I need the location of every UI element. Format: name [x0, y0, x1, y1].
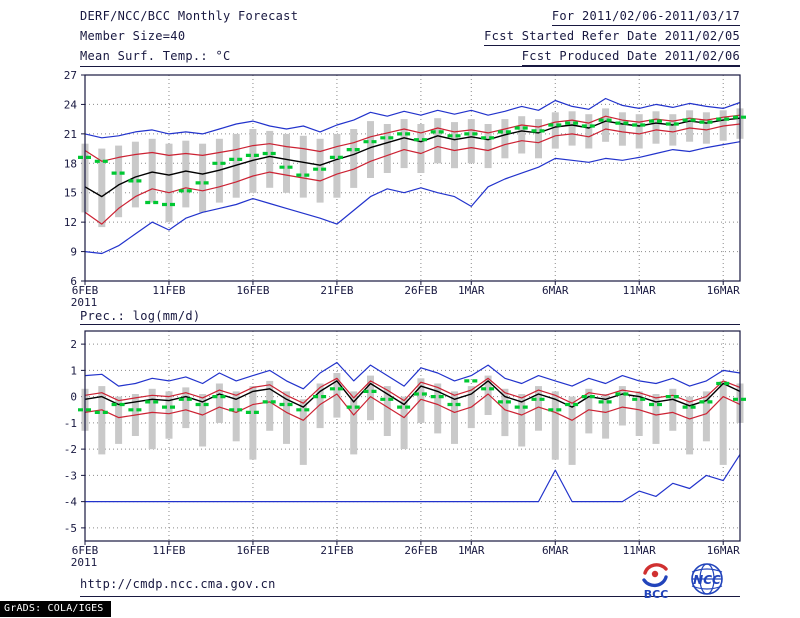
svg-text:21FEB: 21FEB [320, 544, 353, 557]
bcc-logo-core [651, 570, 659, 578]
svg-text:11MAR: 11MAR [623, 544, 656, 557]
fcst-started-label: Fcst Started Refer Date 2011/02/05 [484, 29, 740, 46]
header-divider [80, 66, 740, 67]
svg-text:21FEB: 21FEB [320, 284, 353, 297]
svg-text:6FEB: 6FEB [72, 544, 99, 557]
svg-text:16MAR: 16MAR [707, 284, 740, 297]
svg-text:-1: -1 [64, 417, 77, 430]
svg-text:11MAR: 11MAR [623, 284, 656, 297]
svg-text:11FEB: 11FEB [152, 544, 185, 557]
svg-text:9: 9 [70, 246, 77, 259]
bcc-logo: BCC [642, 563, 669, 601]
svg-text:2011: 2011 [71, 556, 98, 569]
footer-divider [80, 596, 740, 597]
svg-text:16FEB: 16FEB [236, 544, 269, 557]
svg-text:11FEB: 11FEB [152, 284, 185, 297]
page-title: DERF/NCC/BCC Monthly Forecast [80, 9, 299, 23]
svg-text:21: 21 [64, 128, 77, 141]
svg-text:15: 15 [64, 187, 77, 200]
svg-text:16MAR: 16MAR [707, 544, 740, 557]
svg-text:-3: -3 [64, 469, 77, 482]
svg-text:6: 6 [70, 275, 77, 288]
svg-text:12: 12 [64, 216, 77, 229]
svg-text:6MAR: 6MAR [542, 544, 569, 557]
svg-text:2011: 2011 [71, 296, 98, 309]
ncc-logo-label: NCC [693, 573, 721, 587]
forecast-range: For 2011/02/06-2011/03/17 [551, 9, 740, 26]
ncc-logo: NCC [691, 563, 723, 595]
svg-text:1MAR: 1MAR [458, 544, 485, 557]
svg-text:18: 18 [64, 157, 77, 170]
svg-text:6FEB: 6FEB [72, 284, 99, 297]
svg-text:0: 0 [70, 391, 77, 404]
precip-divider [80, 324, 740, 325]
svg-text:24: 24 [64, 98, 78, 111]
source-url: http://cmdp.ncc.cma.gov.cn [80, 577, 276, 591]
svg-text:-2: -2 [64, 443, 77, 456]
svg-text:1: 1 [70, 364, 77, 377]
svg-text:-4: -4 [64, 496, 78, 509]
svg-text:16FEB: 16FEB [236, 284, 269, 297]
member-size-label: Member Size=40 [80, 29, 186, 43]
svg-text:6MAR: 6MAR [542, 284, 569, 297]
bcc-logo-label: BCC [644, 588, 669, 601]
svg-text:1MAR: 1MAR [458, 284, 485, 297]
svg-text:26FEB: 26FEB [404, 544, 437, 557]
variable-label: Mean Surf. Temp.: °C [80, 49, 231, 63]
svg-text:27: 27 [64, 69, 77, 82]
svg-text:26FEB: 26FEB [404, 284, 437, 297]
svg-text:2: 2 [70, 338, 77, 351]
fcst-produced-label: Fcst Produced Date 2011/02/06 [521, 49, 740, 66]
precip-label: Prec.: log(mm/d) [80, 309, 201, 323]
svg-text:-5: -5 [64, 522, 77, 535]
grads-credit: GrADS: COLA/IGES [0, 601, 111, 617]
